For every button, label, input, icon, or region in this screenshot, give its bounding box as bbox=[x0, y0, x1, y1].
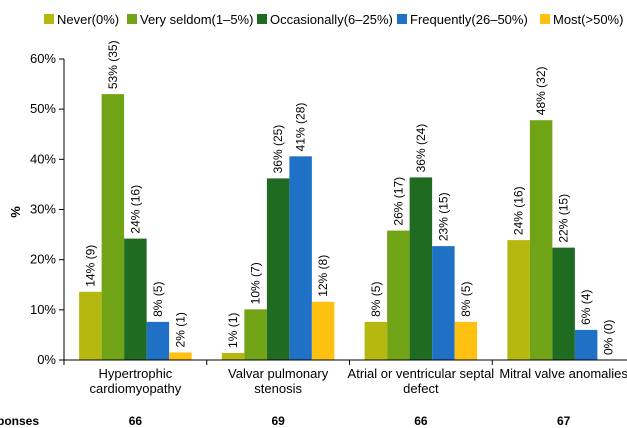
legend-label: Occasionally(6–25%) bbox=[270, 12, 393, 27]
legend-label: Never(0%) bbox=[57, 12, 119, 27]
bar bbox=[79, 291, 102, 360]
bar-series: 14% (9) 1% (1) 8% (5) 24% (16) 53% (35) 10% (… bbox=[79, 40, 616, 360]
bar bbox=[454, 321, 478, 360]
bar bbox=[311, 301, 335, 360]
bar bbox=[101, 94, 125, 360]
legend-swatch bbox=[44, 14, 54, 24]
legend-item: Very seldom(1–5%) bbox=[127, 12, 253, 27]
data-label: 6% (4) bbox=[579, 290, 593, 325]
responses-count: 67 bbox=[557, 414, 571, 428]
data-label: 8% (5) bbox=[151, 282, 165, 317]
data-label: 22% (15) bbox=[557, 194, 571, 243]
legend-label: Frequently(26–50%) bbox=[410, 12, 528, 27]
data-label: 24% (16) bbox=[512, 186, 526, 235]
bar bbox=[507, 240, 530, 360]
bar bbox=[169, 352, 192, 360]
data-label: 12% (8) bbox=[316, 255, 330, 297]
data-label: 10% (7) bbox=[249, 262, 263, 304]
bar bbox=[552, 247, 575, 360]
y-tick-label: 10% bbox=[30, 302, 56, 317]
bar bbox=[244, 309, 267, 360]
y-axis: 0% 10% 20% 30% 40% 50% 60% bbox=[30, 51, 65, 367]
series-group: 14% (9) 1% (1) 8% (5) 24% (16) bbox=[79, 186, 530, 360]
legend-item: Occasionally(6–25%) bbox=[257, 12, 393, 27]
data-label: 8% (5) bbox=[459, 282, 473, 317]
legend-swatch bbox=[540, 14, 550, 24]
responses-count: 66 bbox=[129, 414, 143, 428]
legend-swatch bbox=[257, 14, 267, 24]
category-label: Valvar pulmonary stenosis bbox=[228, 366, 329, 396]
data-label: 23% (15) bbox=[436, 192, 450, 241]
data-label: 8% (5) bbox=[369, 282, 383, 317]
y-tick-label: 40% bbox=[30, 151, 56, 166]
category-label: Mitral valve anomalies bbox=[499, 366, 627, 381]
category-label: Atrial or ventricular septal defect bbox=[348, 366, 495, 396]
data-label: 0% (0) bbox=[602, 320, 616, 355]
responses-label: Responses bbox=[0, 414, 39, 428]
legend-item: Most(>50%) bbox=[540, 12, 623, 27]
chart-legend: Never(0%) Very seldom(1–5%) Occasionally(6… bbox=[44, 12, 623, 27]
series-group: 53% (35) 10% (7) 26% (17) 48% (32) bbox=[101, 40, 553, 360]
series-group: 24% (16) 36% (25) 36% (24) 22% (15) bbox=[124, 124, 575, 360]
y-tick-label: 20% bbox=[30, 252, 56, 267]
bar bbox=[289, 156, 312, 360]
y-tick-label: 50% bbox=[30, 101, 56, 116]
bar bbox=[387, 230, 410, 360]
series-group: 8% (5) 41% (28) 23% (15) 6% (4) bbox=[146, 103, 598, 360]
x-axis: Hypertrophic cardiomyopathy Valvar pulmona… bbox=[63, 359, 627, 396]
data-label: 26% (17) bbox=[391, 177, 405, 226]
bar bbox=[146, 321, 170, 360]
data-label: 24% (16) bbox=[128, 185, 142, 234]
responses-count: 69 bbox=[271, 414, 285, 428]
category-label: Hypertrophic cardiomyopathy bbox=[89, 366, 181, 396]
data-label: 1% (1) bbox=[226, 313, 240, 348]
legend-item: Never(0%) bbox=[44, 12, 119, 27]
legend-label: Very seldom(1–5%) bbox=[140, 12, 253, 27]
responses-count: 66 bbox=[414, 414, 428, 428]
legend-swatch bbox=[127, 14, 137, 24]
data-label: 41% (28) bbox=[294, 103, 308, 152]
bar bbox=[409, 177, 433, 360]
y-axis-label: % bbox=[8, 206, 23, 218]
responses-row: Responses 66 69 66 67 bbox=[0, 414, 571, 428]
bar bbox=[529, 120, 553, 360]
data-label: 36% (25) bbox=[271, 125, 285, 174]
y-tick-label: 60% bbox=[30, 51, 56, 66]
data-label: 14% (9) bbox=[83, 245, 97, 287]
bar bbox=[574, 329, 598, 360]
bar bbox=[266, 178, 290, 360]
bar bbox=[124, 238, 147, 360]
data-label: 53% (35) bbox=[106, 40, 120, 89]
data-label: 36% (24) bbox=[414, 124, 428, 173]
bar bbox=[364, 321, 388, 360]
data-label: 48% (32) bbox=[534, 67, 548, 116]
legend-item: Frequently(26–50%) bbox=[397, 12, 528, 27]
legend-label: Most(>50%) bbox=[553, 12, 623, 27]
bar bbox=[432, 246, 455, 360]
legend-swatch bbox=[397, 14, 407, 24]
y-tick-label: 0% bbox=[37, 352, 56, 367]
data-label: 2% (1) bbox=[173, 312, 187, 347]
series-group: 2% (1) 12% (8) 8% (5) 0% (0) bbox=[169, 255, 616, 360]
bar bbox=[221, 352, 245, 360]
y-tick-label: 30% bbox=[30, 202, 56, 217]
